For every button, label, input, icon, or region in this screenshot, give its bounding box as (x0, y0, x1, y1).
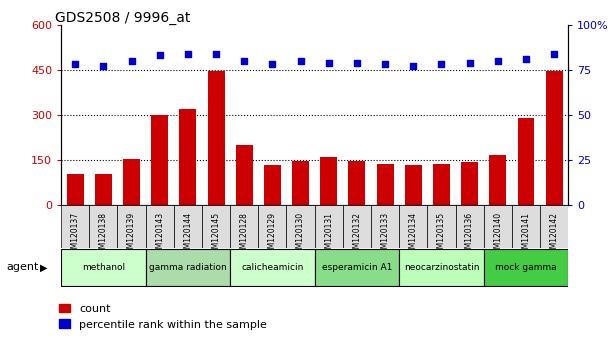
Text: GDS2508 / 9996_at: GDS2508 / 9996_at (55, 11, 191, 25)
Bar (348, 161, 365, 205)
Text: GSM120128: GSM120128 (240, 212, 249, 258)
Text: GSM120144: GSM120144 (183, 212, 192, 258)
Text: GSM120143: GSM120143 (155, 212, 164, 258)
Text: GSM120134: GSM120134 (409, 212, 418, 258)
Point (408, 63, 418, 69)
Point (465, 60, 475, 65)
Bar (456, 205, 484, 248)
Bar (123, 159, 140, 205)
Text: GSM120142: GSM120142 (550, 212, 558, 258)
Text: esperamicin A1: esperamicin A1 (322, 263, 392, 272)
Bar (61, 249, 145, 286)
Text: GSM120131: GSM120131 (324, 212, 333, 258)
Bar (399, 205, 427, 248)
Bar (405, 165, 422, 205)
Bar (427, 205, 456, 248)
Point (436, 62, 446, 67)
Bar (518, 118, 535, 205)
Bar (540, 205, 568, 248)
Point (240, 58, 249, 64)
Bar (376, 164, 393, 205)
Text: GSM120140: GSM120140 (493, 212, 502, 258)
Point (70, 62, 80, 67)
Point (268, 62, 277, 67)
Text: GSM120137: GSM120137 (71, 212, 79, 258)
Point (549, 51, 559, 57)
Bar (315, 205, 343, 248)
Bar (320, 157, 337, 205)
Bar (117, 205, 145, 248)
Bar (264, 165, 281, 205)
Bar (145, 249, 230, 286)
Bar (546, 72, 563, 205)
Bar (180, 109, 196, 205)
Bar (67, 174, 84, 205)
Bar (89, 205, 117, 248)
Bar (236, 145, 253, 205)
Bar (512, 205, 540, 248)
Bar (489, 155, 507, 205)
Bar (484, 205, 512, 248)
Legend: count, percentile rank within the sample: count, percentile rank within the sample (54, 299, 271, 334)
Bar (174, 205, 202, 248)
Text: agent: agent (6, 262, 38, 272)
Bar (371, 205, 399, 248)
Bar (145, 205, 174, 248)
Bar (202, 205, 230, 248)
Bar (95, 174, 112, 205)
Text: ▶: ▶ (40, 262, 47, 272)
Bar (287, 205, 315, 248)
Point (155, 53, 164, 58)
Point (521, 56, 531, 62)
Text: GSM120136: GSM120136 (465, 212, 474, 258)
Bar (433, 164, 450, 205)
Text: GSM120141: GSM120141 (521, 212, 530, 258)
Bar (484, 249, 568, 286)
Point (380, 62, 390, 67)
Text: GSM120129: GSM120129 (268, 212, 277, 258)
Bar (61, 205, 89, 248)
Point (211, 51, 221, 57)
Point (296, 58, 306, 64)
Bar (343, 205, 371, 248)
Text: calicheamicin: calicheamicin (241, 263, 304, 272)
Text: GSM120130: GSM120130 (296, 212, 305, 258)
Text: GSM120138: GSM120138 (99, 212, 108, 258)
Bar (230, 205, 258, 248)
Point (183, 51, 193, 57)
Bar (258, 205, 287, 248)
Text: gamma radiation: gamma radiation (149, 263, 227, 272)
Text: GSM120139: GSM120139 (127, 212, 136, 258)
Text: GSM120135: GSM120135 (437, 212, 446, 258)
Point (126, 58, 136, 64)
Bar (461, 162, 478, 205)
Text: GSM120133: GSM120133 (381, 212, 390, 258)
Bar (152, 115, 168, 205)
Text: GSM120145: GSM120145 (211, 212, 221, 258)
Text: neocarzinostatin: neocarzinostatin (404, 263, 479, 272)
Point (324, 60, 334, 65)
Point (352, 60, 362, 65)
Bar (315, 249, 399, 286)
Point (493, 58, 503, 64)
Text: methanol: methanol (82, 263, 125, 272)
Bar (399, 249, 484, 286)
Bar (292, 161, 309, 205)
Text: mock gamma: mock gamma (495, 263, 557, 272)
Point (98, 63, 108, 69)
Text: GSM120132: GSM120132 (353, 212, 362, 258)
Bar (208, 72, 224, 205)
Bar (230, 249, 315, 286)
